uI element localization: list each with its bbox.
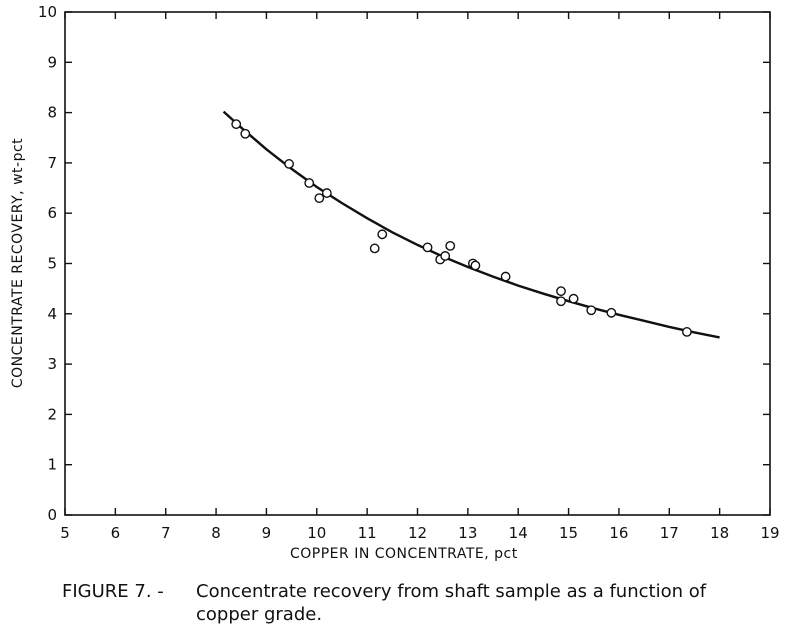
- x-tick-label: 13: [458, 524, 477, 542]
- x-tick-label: 8: [211, 524, 221, 542]
- data-point: [304, 178, 315, 188]
- data-point: [369, 243, 380, 254]
- data-point: [440, 251, 451, 261]
- data-point: [284, 159, 294, 169]
- y-tick-label: 2: [47, 405, 57, 423]
- data-point: [231, 119, 242, 130]
- data-point: [568, 293, 579, 304]
- y-axis-title: CONCENTRATE RECOVERY, wt-pct: [10, 138, 26, 388]
- y-tick-label: 6: [47, 204, 57, 222]
- data-point: [556, 286, 566, 297]
- data-point: [422, 242, 433, 253]
- y-tick-label: 10: [38, 3, 57, 21]
- data-point: [240, 128, 251, 139]
- x-tick-label: 10: [307, 524, 326, 542]
- data-points: [231, 119, 692, 337]
- figure-label: FIGURE 7. -: [62, 581, 164, 602]
- x-tick-label: 17: [660, 524, 679, 542]
- caption-line-1: Concentrate recovery from shaft sample a…: [196, 581, 707, 602]
- x-tick-label: 19: [760, 524, 779, 542]
- data-point: [586, 305, 597, 316]
- data-point: [500, 271, 511, 282]
- x-tick-label: 18: [710, 524, 729, 542]
- data-point: [682, 327, 692, 337]
- y-tick-label: 8: [47, 104, 57, 122]
- data-point: [556, 296, 566, 307]
- data-point: [321, 188, 332, 198]
- y-tick-label: 9: [47, 53, 57, 71]
- x-tick-label: 7: [161, 524, 171, 542]
- y-tick-labels: 0 1 2 3 4 5 6 7 8 9 10: [38, 3, 57, 524]
- x-tick-label: 14: [509, 524, 528, 542]
- plot-frame: [64, 11, 771, 516]
- x-tick-label: 12: [408, 524, 427, 542]
- y-tick-label: 1: [47, 456, 57, 474]
- data-point: [314, 193, 325, 204]
- data-point: [377, 229, 388, 240]
- x-tick-label: 6: [111, 524, 121, 542]
- y-tick-label: 0: [47, 506, 57, 524]
- data-point: [445, 240, 456, 251]
- x-tick-label: 11: [358, 524, 377, 542]
- x-tick-label: 16: [609, 524, 628, 542]
- x-axis-title: COPPER IN CONCENTRATE, pct: [290, 546, 518, 562]
- data-point: [606, 307, 617, 318]
- figure-caption: FIGURE 7. - Concentrate recovery from sha…: [62, 580, 762, 626]
- x-tick-label: 5: [60, 524, 70, 542]
- fit-curve-line: [222, 110, 720, 339]
- y-tick-label: 4: [47, 305, 57, 323]
- x-tick-label: 9: [262, 524, 272, 542]
- y-tick-label: 7: [47, 154, 57, 172]
- y-tick-label: 5: [47, 255, 57, 273]
- tick-marks: [64, 11, 771, 516]
- x-tick-label: 15: [559, 524, 578, 542]
- y-tick-label: 3: [47, 355, 57, 373]
- x-tick-labels: 5 6 7 8 9 10 11 12 13 14 15 16 17 18 19: [60, 524, 779, 542]
- data-point: [470, 260, 481, 271]
- caption-line-2: copper grade.: [196, 604, 323, 625]
